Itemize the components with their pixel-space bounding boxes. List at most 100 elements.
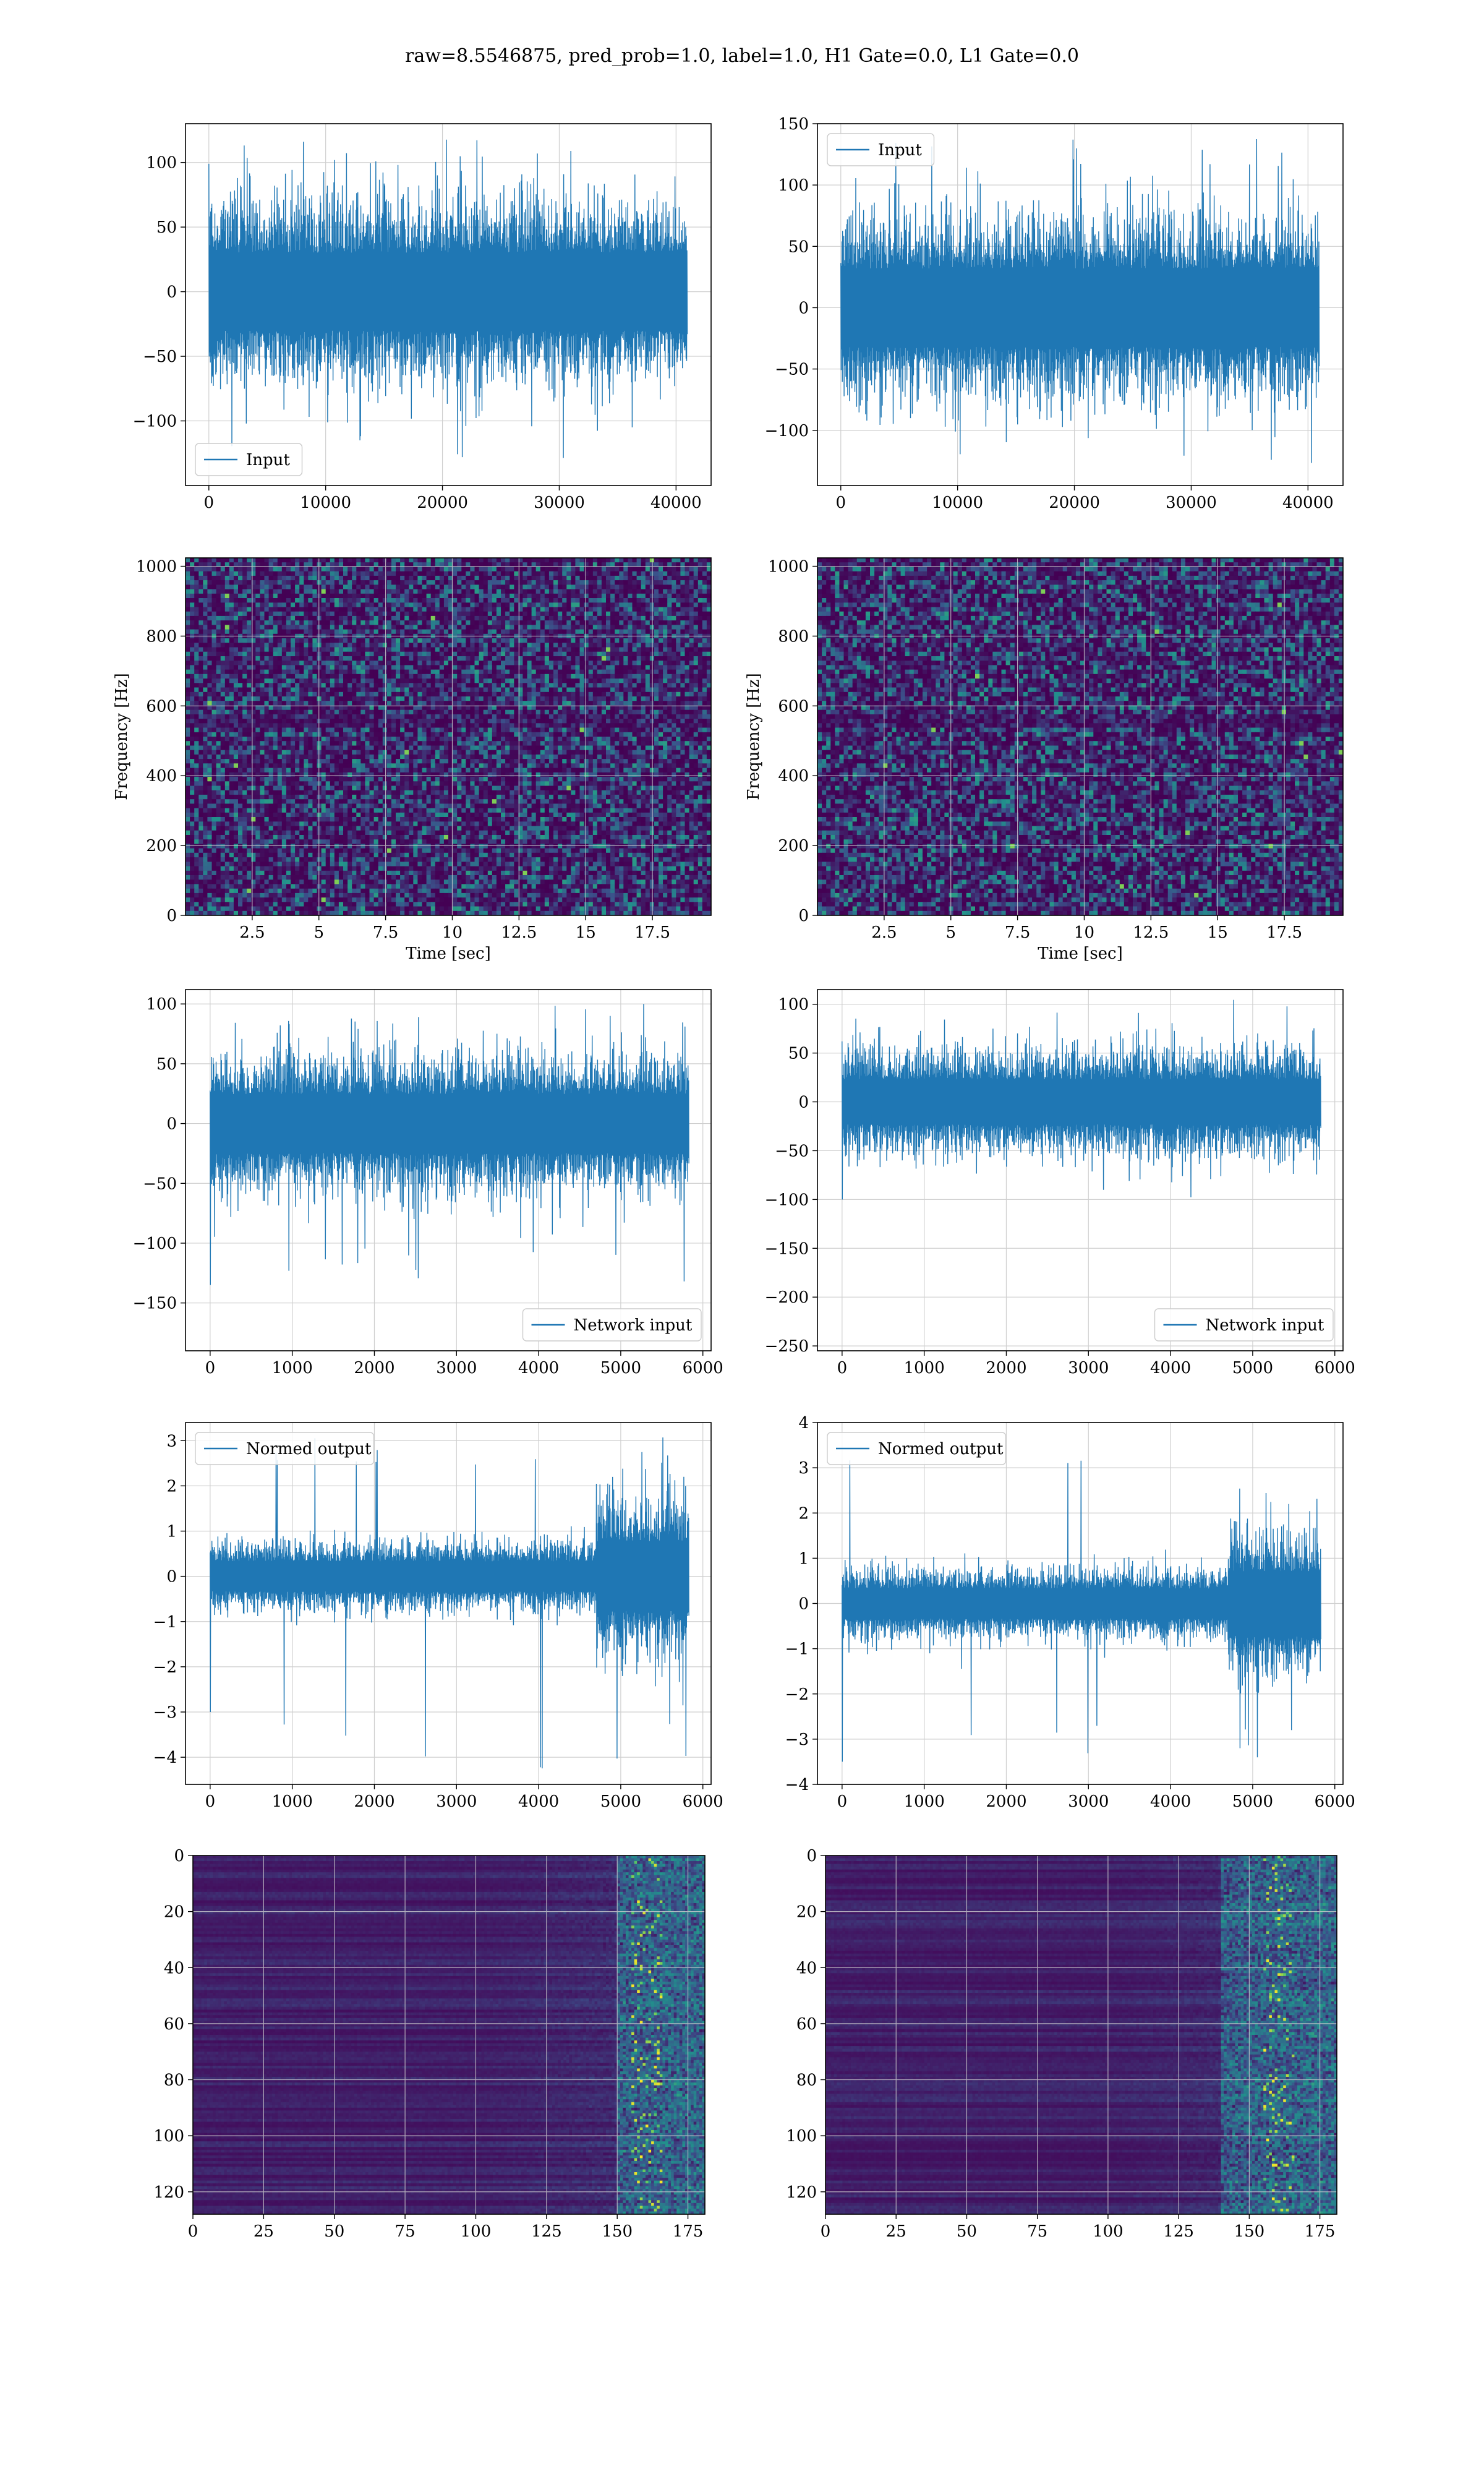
xtick-label: 5000: [600, 1359, 641, 1377]
ytick-label: 3: [166, 1432, 177, 1450]
ytick-label: 50: [156, 218, 177, 237]
xtick-label: 1000: [904, 1359, 945, 1377]
ytick-label: 120: [153, 2183, 184, 2202]
xtick-label: 3000: [436, 1792, 477, 1811]
ytick-label: 0: [798, 907, 809, 925]
xtick-label: 1000: [904, 1792, 945, 1811]
xtick-label: 0: [204, 494, 215, 512]
xtick-label: 10000: [300, 494, 351, 512]
xtick-label: 20000: [417, 494, 468, 512]
legend-r3c1: Network input: [523, 1309, 702, 1341]
xtick-label: 175: [673, 2222, 704, 2241]
axes-r2c2: 2.5 5 7.5 10 12.5 15 17.502004006008001000Time…: [744, 558, 1344, 963]
xtick-label: 10: [442, 923, 463, 942]
ytick-label: 60: [164, 2015, 184, 2034]
ytick-label: 0: [798, 299, 809, 317]
xtick-label: 150: [602, 2222, 633, 2241]
xtick-label: 4000: [518, 1359, 559, 1377]
xtick-label: 4000: [518, 1792, 559, 1811]
ytick-label: 400: [146, 767, 177, 785]
ytick-label: 0: [166, 1568, 177, 1586]
xtick-label: 125: [531, 2222, 562, 2241]
xtick-label: 20000: [1049, 494, 1100, 512]
xtick-label: 40000: [1282, 494, 1334, 512]
xtick-label: 12.5: [501, 923, 537, 942]
xtick-label: 0: [205, 1359, 216, 1377]
xtick-label: 2.5: [239, 923, 265, 942]
ytick-label: −50: [775, 361, 809, 379]
xtick-label: 175: [1305, 2222, 1336, 2241]
xtick-label: 12.5: [1133, 923, 1169, 942]
xtick-label: 25: [254, 2222, 274, 2241]
legend-label: Network input: [574, 1316, 693, 1335]
heatmap-r2c1: [186, 558, 712, 916]
ytick-label: 50: [156, 1055, 177, 1074]
ytick-label: −100: [765, 1191, 809, 1209]
ytick-label: 200: [778, 837, 809, 855]
ytick-label: 0: [798, 1595, 809, 1614]
ytick-label: 100: [786, 2127, 817, 2146]
ytick-label: 100: [778, 176, 809, 195]
xtick-label: 6000: [1315, 1359, 1355, 1377]
ytick-label: 100: [153, 2127, 184, 2146]
xtick-label: 7.5: [1005, 923, 1030, 942]
ytick-label: −50: [775, 1142, 809, 1160]
ytick-label: 3: [798, 1459, 809, 1478]
ytick-label: −150: [133, 1295, 177, 1313]
legend-label: Normed output: [246, 1440, 372, 1458]
ytick-label: 60: [796, 2015, 817, 2034]
xtick-label: 17.5: [1266, 923, 1302, 942]
xtick-label: 10: [1074, 923, 1094, 942]
ytick-label: 2: [166, 1477, 177, 1496]
xtick-label: 15: [1208, 923, 1228, 942]
xtick-label: 2000: [986, 1359, 1026, 1377]
xtick-label: 100: [1093, 2222, 1124, 2241]
ytick-label: −100: [133, 1235, 177, 1253]
y-axis-label: Frequency [Hz]: [113, 673, 131, 800]
ytick-label: 40: [796, 1959, 817, 1977]
xtick-label: 5: [313, 923, 324, 942]
ytick-label: −2: [153, 1658, 177, 1677]
xtick-label: 6000: [683, 1792, 723, 1811]
xtick-label: 5000: [1232, 1792, 1273, 1811]
x-axis-label: Time [sec]: [1038, 944, 1123, 963]
ytick-label: 600: [778, 697, 809, 716]
xtick-label: 125: [1163, 2222, 1194, 2241]
xtick-label: 30000: [1166, 494, 1217, 512]
ytick-label: 20: [164, 1903, 184, 1922]
ytick-label: 800: [146, 627, 177, 646]
ytick-label: 0: [174, 1847, 184, 1865]
ytick-label: 20: [796, 1903, 817, 1922]
xtick-label: 25: [886, 2222, 906, 2241]
legend-r4c1: Normed output: [195, 1432, 374, 1465]
ytick-label: −50: [143, 1175, 177, 1193]
xtick-label: 75: [395, 2222, 416, 2241]
ytick-label: 1000: [136, 558, 177, 576]
ytick-label: 50: [788, 1045, 809, 1063]
xtick-label: 1000: [272, 1792, 313, 1811]
xtick-label: 50: [324, 2222, 344, 2241]
xtick-label: 6000: [1315, 1792, 1355, 1811]
ytick-label: −1: [153, 1613, 177, 1632]
y-axis-label: Frequency [Hz]: [744, 673, 763, 800]
ytick-label: −200: [765, 1288, 809, 1307]
xtick-label: 5000: [600, 1792, 641, 1811]
ytick-label: −50: [143, 348, 177, 366]
xtick-label: 0: [837, 1359, 848, 1377]
xtick-label: 7.5: [373, 923, 398, 942]
legend-r1c1: Input: [195, 443, 302, 476]
legend-r1c2: Input: [827, 134, 934, 166]
ytick-label: 100: [146, 995, 177, 1014]
ytick-label: 120: [786, 2183, 817, 2202]
ytick-label: 400: [778, 767, 809, 785]
ytick-label: 1: [798, 1549, 809, 1568]
ytick-label: 200: [146, 837, 177, 855]
legend-label: Network input: [1206, 1316, 1324, 1335]
ytick-label: 1000: [768, 558, 809, 576]
ytick-label: 80: [164, 2071, 184, 2090]
ytick-label: −150: [765, 1239, 809, 1258]
legend-r4c2: Normed output: [827, 1432, 1006, 1465]
